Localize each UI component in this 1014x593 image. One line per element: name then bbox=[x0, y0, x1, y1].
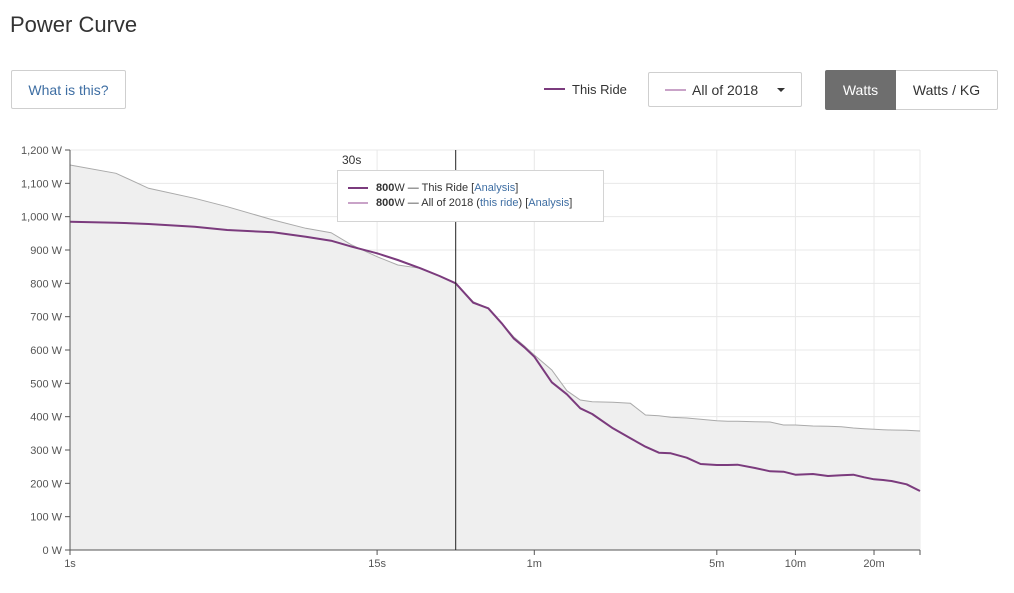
tooltip-this-ride-suffix: ] bbox=[515, 181, 519, 194]
y-tick-label: 1,100 W bbox=[21, 178, 63, 190]
what-is-this-button[interactable]: What is this? bbox=[11, 70, 126, 109]
y-tick-label: 0 W bbox=[42, 545, 62, 557]
y-tick-label: 900 W bbox=[30, 245, 62, 257]
tooltip-compare-mid: ) [ bbox=[518, 196, 529, 209]
x-tick-label: 15s bbox=[368, 558, 386, 570]
tooltip-row-this-ride: 800 W — This Ride [ Analysis ] bbox=[348, 180, 603, 195]
y-tick-label: 1,200 W bbox=[21, 145, 63, 157]
legend-this-ride: This Ride bbox=[544, 80, 627, 98]
tooltip-compare-analysis-link[interactable]: Analysis bbox=[528, 196, 570, 209]
page-title: Power Curve bbox=[10, 12, 138, 37]
tooltip-compare-value: 800 bbox=[376, 196, 395, 209]
tooltip-this-ride-text: W — This Ride [ bbox=[394, 181, 475, 194]
x-tick-label: 20m bbox=[863, 558, 884, 570]
x-tick-label: 1m bbox=[527, 558, 542, 570]
chart-tooltip: 800 W — This Ride [ Analysis ] 800 W — A… bbox=[337, 170, 604, 222]
watts-per-kg-button[interactable]: Watts / KG bbox=[896, 70, 998, 110]
y-tick-label: 300 W bbox=[30, 445, 62, 457]
compare-period-select[interactable]: All of 2018 bbox=[648, 72, 802, 107]
cursor-time-label: 30s bbox=[342, 153, 362, 167]
series-line-this-ride bbox=[69, 220, 921, 492]
y-tick-label: 100 W bbox=[30, 512, 62, 524]
tooltip-row-compare: 800 W — All of 2018 ( this ride ) [ Anal… bbox=[348, 195, 603, 210]
series-line-all-of-2018 bbox=[69, 164, 921, 432]
this-ride-swatch bbox=[544, 88, 565, 90]
y-tick-label: 700 W bbox=[30, 312, 62, 324]
tooltip-this-ride-value: 800 bbox=[376, 181, 395, 194]
tooltip-this-ride-link[interactable]: this ride bbox=[479, 196, 519, 209]
caret-down-icon bbox=[777, 88, 785, 92]
tooltip-compare-suffix: ] bbox=[569, 196, 573, 209]
y-tick-label: 200 W bbox=[30, 478, 62, 490]
y-tick-label: 500 W bbox=[30, 378, 62, 390]
tooltip-this-ride-swatch bbox=[348, 186, 368, 189]
watts-button[interactable]: Watts bbox=[825, 70, 896, 110]
legend-this-ride-label: This Ride bbox=[572, 81, 627, 97]
x-tick-label: 10m bbox=[785, 558, 806, 570]
tooltip-this-ride-analysis-link[interactable]: Analysis bbox=[474, 181, 516, 194]
compare-area bbox=[70, 165, 920, 550]
tooltip-compare-text: W — All of 2018 ( bbox=[394, 196, 480, 209]
y-tick-label: 800 W bbox=[30, 278, 62, 290]
tooltip-compare-swatch bbox=[348, 201, 368, 204]
y-tick-label: 600 W bbox=[30, 345, 62, 357]
x-tick-label: 1s bbox=[64, 558, 76, 570]
x-tick-label: 5m bbox=[709, 558, 724, 570]
power-curve-chart[interactable]: 0 W 100 W 200 W 300 W 400 W 500 W 600 W 700 W 80… bbox=[0, 130, 1014, 580]
compare-swatch bbox=[665, 88, 686, 91]
compare-select-value: All of 2018 bbox=[692, 81, 759, 98]
y-tick-label: 400 W bbox=[30, 412, 62, 424]
y-tick-label: 1,000 W bbox=[21, 212, 63, 224]
unit-toggle: Watts Watts / KG bbox=[825, 70, 998, 110]
